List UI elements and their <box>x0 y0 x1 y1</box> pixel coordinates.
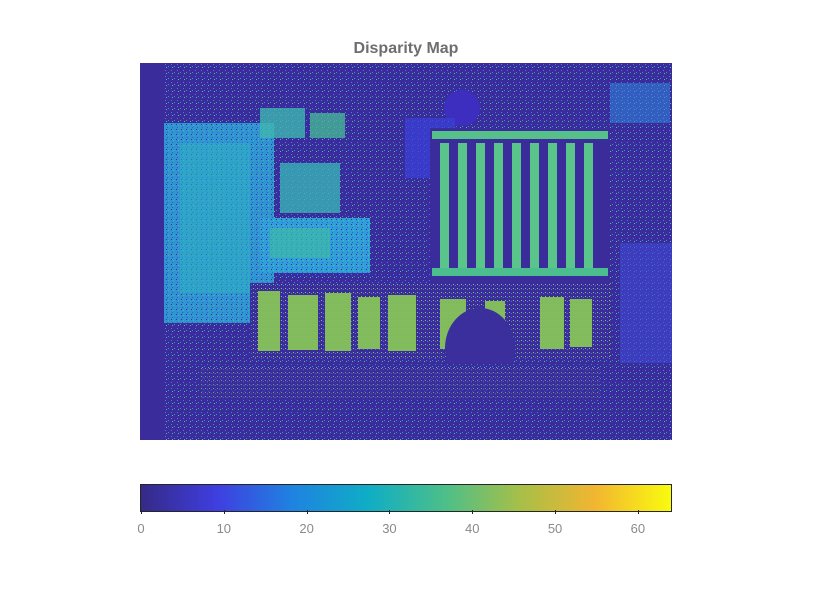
colorbar-tick <box>306 510 308 514</box>
colorbar-tick-label: 10 <box>216 521 232 536</box>
colorbar <box>140 484 672 512</box>
colorbar-tick <box>223 510 225 514</box>
colorbar-tick <box>141 510 142 514</box>
colorbar-tick-label: 0 <box>137 521 145 536</box>
disparity-image <box>140 63 672 440</box>
colorbar-tick <box>637 510 639 514</box>
colorbar-tick <box>389 510 391 514</box>
colorbar-tick-label: 60 <box>630 521 646 536</box>
colorbar-tick-label: 50 <box>547 521 563 536</box>
colorbar-tick-label: 40 <box>465 521 480 536</box>
colorbar-tick <box>555 510 557 514</box>
colorbar-tick-label: 30 <box>382 521 397 536</box>
plot-title: Disparity Map <box>353 40 459 57</box>
colorbar-tick <box>472 510 474 514</box>
colorbar-tick-label: 20 <box>299 521 314 536</box>
colorbar-axis: 0 10 20 30 40 50 60 <box>137 510 672 540</box>
